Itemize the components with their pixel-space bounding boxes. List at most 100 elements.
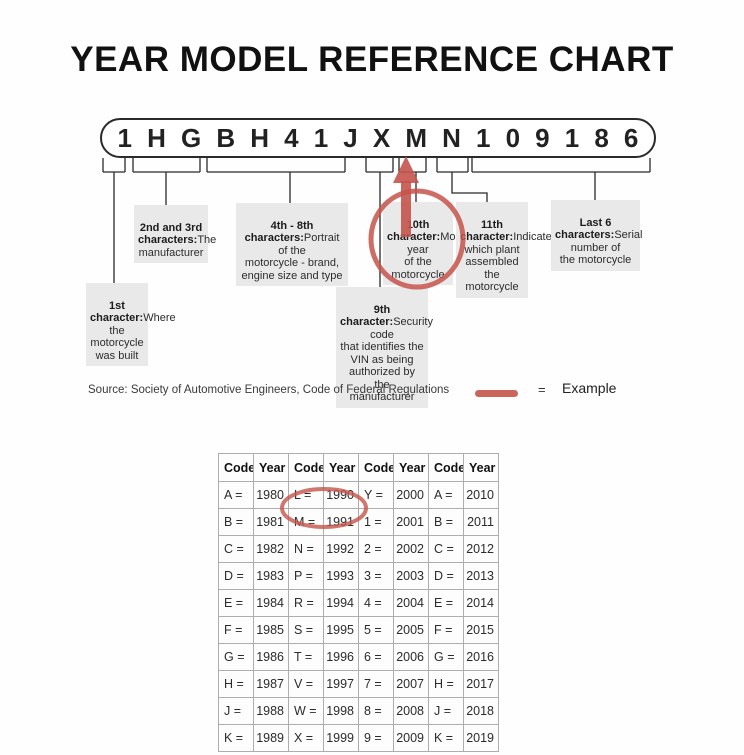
year-cell: 1995 [323, 616, 359, 644]
callout-title: 9th character: [340, 303, 394, 329]
code-cell: F = [218, 616, 254, 644]
year-cell: 1992 [323, 535, 359, 563]
year-cell: 1981 [253, 508, 289, 536]
year-cell: 2012 [463, 535, 499, 563]
year-cell: 1993 [323, 562, 359, 590]
year-cell: 1982 [253, 535, 289, 563]
column-header: Year [463, 453, 499, 482]
code-cell: A = [218, 481, 254, 509]
code-cell: X = [288, 724, 324, 752]
year-cell: 1996 [323, 643, 359, 671]
code-cell: 8 = [358, 697, 394, 725]
year-cell: 1987 [253, 670, 289, 698]
code-cell: D = [218, 562, 254, 590]
code-cell: 3 = [358, 562, 394, 590]
code-cell: J = [428, 697, 464, 725]
vin-character: 4 [284, 123, 299, 153]
code-cell: H = [218, 670, 254, 698]
vin-character: X [372, 123, 391, 153]
connector-char-11 [436, 158, 488, 202]
year-cell: 2009 [393, 724, 429, 752]
code-cell: A = [428, 481, 464, 509]
connector-last-6 [471, 158, 651, 200]
year-code-table: Code Year Code Year Code Year Code Year A = 198… [218, 453, 499, 752]
callout-title: 2nd and 3rd characters: [138, 221, 203, 247]
year-table-header: Code Year Code Year Code Year Code Year [218, 453, 499, 482]
callout-9th-character: 9th character:Security code that identif… [336, 287, 433, 408]
code-cell: V = [288, 670, 324, 698]
callout-2nd-3rd-characters: 2nd and 3rd characters:The manufacturer [134, 205, 216, 263]
connector-chars-4-8 [206, 158, 346, 203]
code-cell: 1 = [358, 508, 394, 536]
year-cell: 1989 [253, 724, 289, 752]
vin-character: G [181, 123, 202, 153]
year-cell: 2015 [463, 616, 499, 644]
code-cell: 4 = [358, 589, 394, 617]
code-cell: H = [428, 670, 464, 698]
code-cell: B = [428, 508, 464, 536]
callout-last-6-characters: Last 6 characters:Serial number of the m… [551, 200, 643, 271]
year-cell: 2007 [393, 670, 429, 698]
example-line-icon [475, 390, 518, 397]
vin-character: H [250, 123, 270, 153]
year-cell: 2017 [463, 670, 499, 698]
year-cell: 2002 [393, 535, 429, 563]
table-row: E = 1984 R = 1994 4 = 2004 E = 2014 [218, 589, 499, 617]
callout-body: Portrait of the motorcycle - brand, engi… [241, 232, 343, 282]
year-cell: 2003 [393, 562, 429, 590]
code-cell: J = [218, 697, 254, 725]
column-header: Year [253, 453, 289, 482]
callout-title: 11th character: [460, 218, 514, 244]
legend-equals: = [538, 382, 546, 397]
table-row: J = 1988 W = 1998 8 = 2008 J = 2018 [218, 697, 499, 725]
year-cell: 1991 [323, 508, 359, 536]
code-cell: T = [288, 643, 324, 671]
column-header: Code [428, 453, 464, 482]
table-row: H = 1987 V = 1997 7 = 2007 H = 2017 [218, 670, 499, 698]
table-row: F = 1985 S = 1995 5 = 2005 F = 2015 [218, 616, 499, 644]
page-title: YEAR MODEL REFERENCE CHART [70, 40, 674, 79]
legend-example-label: Example [562, 380, 617, 396]
vin-character: N [442, 123, 461, 153]
code-cell: S = [288, 616, 324, 644]
callout-body: Serial number of the motorcycle [559, 229, 643, 266]
code-cell: E = [428, 589, 464, 617]
vin-character: J [343, 123, 358, 153]
year-cell: 2006 [393, 643, 429, 671]
year-cell: 1983 [253, 562, 289, 590]
code-cell: N = [288, 535, 324, 563]
year-cell: 1994 [323, 589, 359, 617]
code-cell: E = [218, 589, 254, 617]
code-cell: W = [288, 697, 324, 725]
code-cell: K = [218, 724, 254, 752]
code-cell: 7 = [358, 670, 394, 698]
connector-char-10 [398, 158, 427, 202]
vin-character: 0 [505, 123, 521, 153]
table-row: A = 1980 L = 1990 Y = 2000 A = 2010 [218, 481, 499, 509]
vin-character: 1 [313, 123, 329, 153]
year-table-body: A = 1980 L = 1990 Y = 2000 A = 2010 B = … [218, 481, 499, 752]
year-cell: 1988 [253, 697, 289, 725]
callout-1st-character: 1st character:Where the motorcycle was b… [86, 283, 176, 366]
year-cell: 1980 [253, 481, 289, 509]
year-cell: 2019 [463, 724, 499, 752]
column-header: Code [288, 453, 324, 482]
vin-character: 9 [535, 123, 550, 153]
year-cell: 2004 [393, 589, 429, 617]
code-cell: 9 = [358, 724, 394, 752]
code-cell: 5 = [358, 616, 394, 644]
code-cell: P = [288, 562, 324, 590]
header-row: Code Year Code Year Code Year Code Year [218, 453, 499, 482]
vin-character: 6 [623, 123, 639, 153]
vin-character: 1 [564, 123, 580, 153]
year-cell: 2001 [393, 508, 429, 536]
code-cell: Y = [358, 481, 394, 509]
year-cell: 1984 [253, 589, 289, 617]
code-cell: M = [288, 508, 324, 536]
year-cell: 1990 [323, 481, 359, 509]
year-cell: 1986 [253, 643, 289, 671]
callout-11th-character: 11th character:Indicates which plant ass… [456, 202, 557, 298]
vin-character: H [147, 123, 166, 153]
year-cell: 1985 [253, 616, 289, 644]
callout-4th-8th-characters: 4th - 8th characters:Portrait of the mot… [236, 203, 348, 286]
